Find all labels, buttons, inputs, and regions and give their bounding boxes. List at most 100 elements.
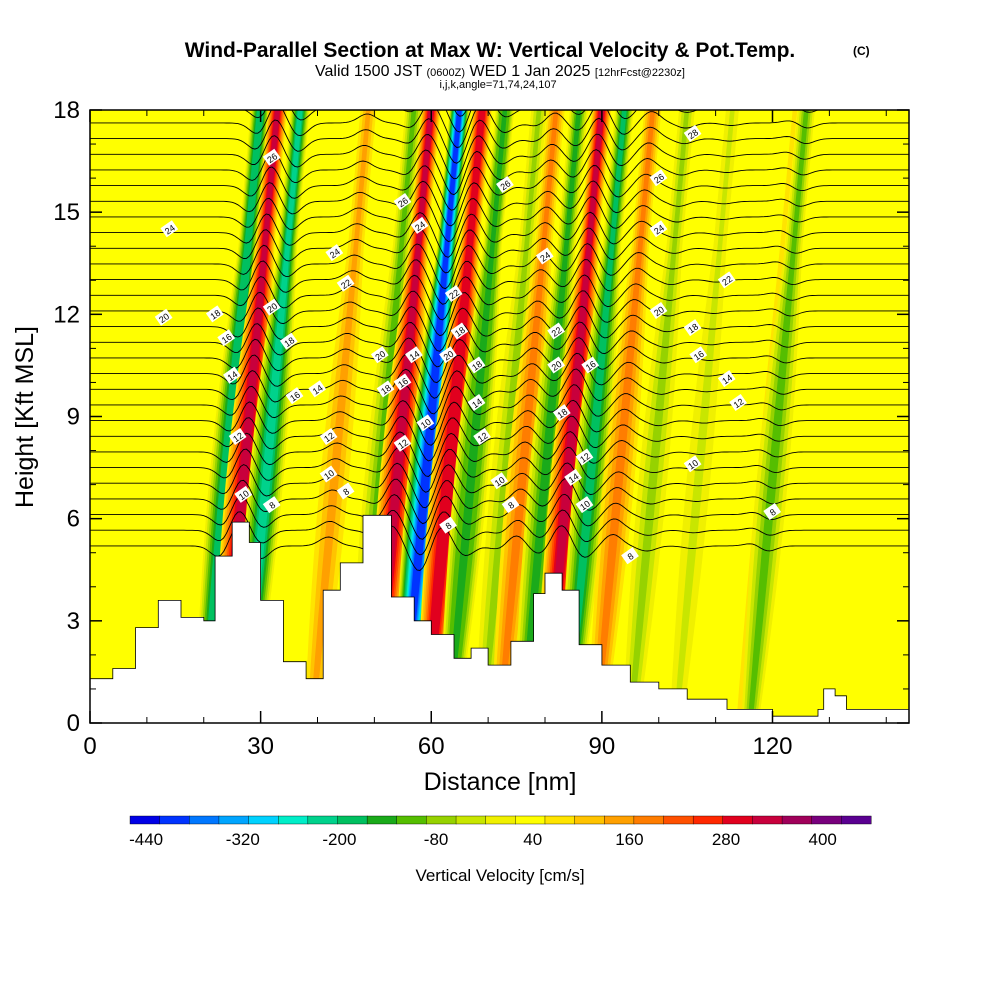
theta-label: 16 [581, 356, 600, 374]
theta-label-text: 12 [396, 437, 410, 451]
theta-label-text: 24 [413, 219, 427, 233]
theta-label-text: 8 [626, 551, 636, 562]
theta-contour [90, 384, 909, 431]
w-band-level [423, 110, 485, 723]
theta-label: 18 [450, 322, 469, 340]
theta-contour [90, 165, 909, 211]
theta-label-text: 14 [720, 372, 734, 386]
theta-label: 14 [564, 468, 583, 486]
theta-label: 10 [575, 496, 594, 514]
colorbar-swatch [692, 815, 724, 825]
valid-prefix: Valid 1500 JST [315, 63, 423, 80]
colorbar-swatch [426, 815, 457, 825]
theta-label-text: 12 [578, 451, 592, 465]
colorbar-swatch [574, 815, 605, 825]
theta-contour [90, 149, 909, 196]
w-band [513, 110, 588, 723]
colorbar-swatch [722, 815, 753, 825]
theta-label-text: 8 [506, 500, 516, 511]
theta-label: 22 [547, 322, 566, 340]
colorbar-swatch [781, 815, 813, 825]
colorbar-tick-label: 280 [712, 830, 740, 849]
theta-label-text: 14 [226, 369, 240, 383]
theta-label-text: 18 [379, 383, 393, 397]
theta-label-text: 22 [339, 277, 353, 291]
w-band [558, 110, 634, 723]
theta-label-text: 18 [470, 359, 484, 373]
theta-label: 8 [763, 502, 782, 521]
theta-label-text: 20 [550, 359, 564, 373]
y-axis-label: Height [Kft MSL] [11, 326, 39, 508]
theta-label: 24 [325, 244, 344, 262]
w-band-level [520, 110, 582, 723]
theta-label: 12 [575, 448, 594, 466]
theta-label-text: 16 [220, 332, 234, 346]
theta-label: 22 [717, 271, 736, 289]
theta-label: 12 [393, 434, 412, 452]
chart-title: Wind-Parallel Section at Max W: Vertical… [185, 39, 796, 62]
theta-label: 20 [154, 308, 173, 326]
theta-label-text: 20 [265, 301, 279, 315]
theta-label: 18 [279, 332, 298, 350]
colorbar-tick-label: 160 [615, 830, 643, 849]
x-axis-label: Distance [nm] [424, 768, 577, 796]
theta-label-text: 12 [732, 396, 746, 410]
theta-label-text: 12 [476, 430, 490, 444]
theta-label-text: 26 [499, 178, 513, 192]
theta-contour [90, 133, 909, 180]
colorbar-swatch [752, 815, 783, 825]
theta-label: 10 [490, 472, 509, 490]
colorbar-swatch [515, 815, 546, 825]
theta-label: 16 [393, 373, 412, 391]
theta-label-text: 10 [419, 417, 433, 431]
chart-title-mark: (C) [853, 44, 870, 58]
colorbar-swatch [129, 815, 161, 825]
w-band-level [747, 110, 809, 723]
colorbar-swatch [455, 815, 487, 825]
theta-label-text: 12 [322, 430, 336, 444]
theta-label: 8 [262, 496, 281, 514]
w-band [439, 110, 515, 723]
theta-label: 8 [621, 547, 639, 565]
colorbar-swatch [218, 815, 250, 825]
colorbar-swatch [633, 815, 665, 825]
w-band-level [673, 110, 735, 723]
axes: 0 30 60 90 120 0 3 6 9 12 15 18 [53, 97, 909, 760]
colorbar-swatch [663, 815, 694, 825]
theta-contour [90, 399, 909, 446]
theta-label: 28 [683, 124, 702, 142]
theta-label: 18 [205, 305, 224, 323]
w-band [622, 110, 695, 723]
colorbar-swatch [544, 815, 576, 825]
theta-contour [90, 509, 909, 556]
theta-contour [90, 117, 909, 164]
colorbar-swatch [811, 815, 842, 825]
theta-label: 12 [473, 427, 492, 446]
theta-label: 10 [234, 485, 253, 503]
colorbar-swatch [485, 815, 516, 825]
theta-label-text: 14 [408, 349, 422, 363]
theta-label: 18 [552, 404, 571, 422]
theta-label-text: 24 [163, 223, 177, 237]
theta-contour [90, 227, 909, 274]
theta-contour [90, 305, 909, 352]
w-band-level [446, 110, 508, 723]
colorbar-swatch [841, 815, 872, 825]
theta-label-text: 22 [720, 274, 734, 288]
x-tick-label: 120 [752, 733, 792, 760]
theta-contour [90, 478, 909, 525]
theta-contour [90, 337, 909, 384]
theta-label-text: 12 [231, 430, 245, 444]
w-band-level [480, 110, 542, 723]
w-band [741, 110, 815, 723]
theta-label-text: 22 [550, 325, 564, 339]
w-band [669, 110, 739, 723]
theta-label: 10 [319, 465, 338, 483]
colorbar-swatch [604, 815, 635, 825]
theta-label: 8 [336, 482, 355, 500]
colorbar-swatch [307, 815, 338, 825]
theta-label-text: 10 [322, 468, 336, 482]
theta-contour [90, 525, 909, 571]
theta-label-text: 8 [768, 507, 778, 518]
